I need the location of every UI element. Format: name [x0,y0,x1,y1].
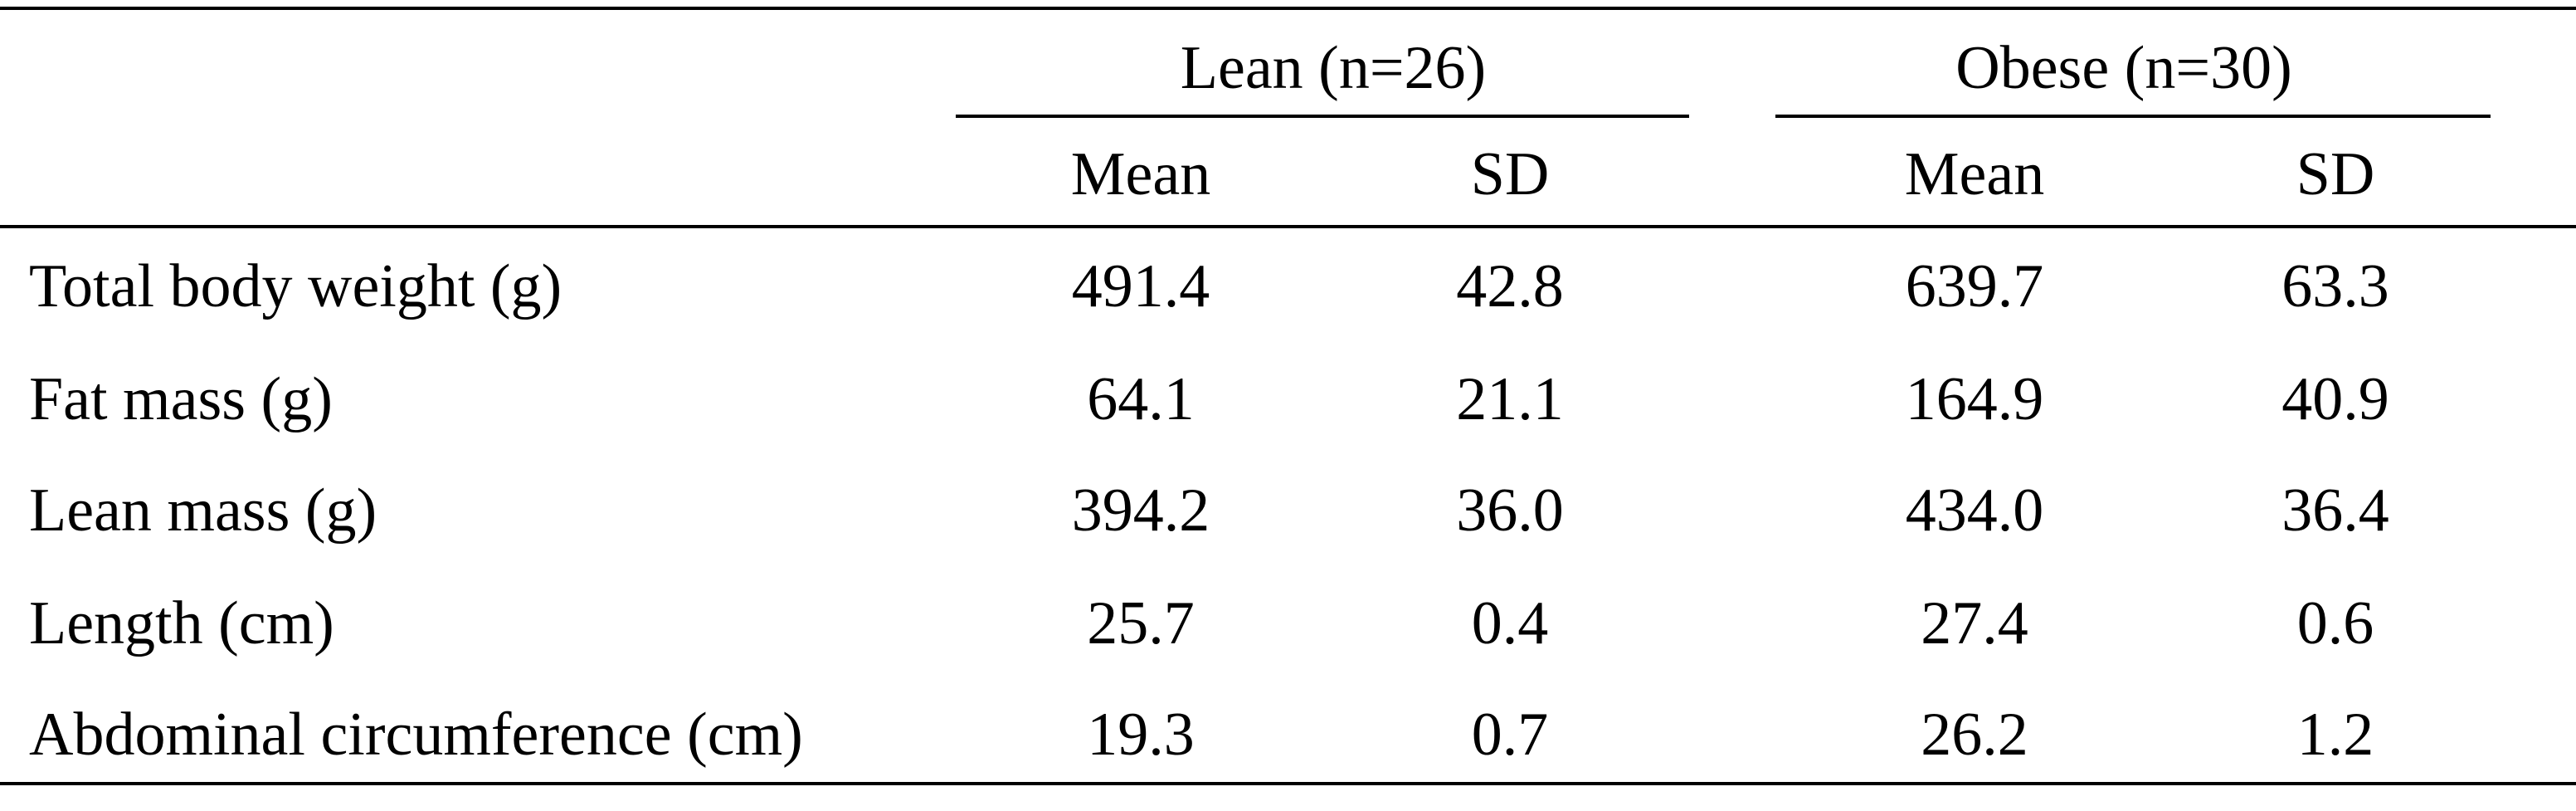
row-label: Fat mass (g) [29,365,333,433]
table-cell: 36.4 [2281,476,2389,545]
table-cell: 27.4 [1921,589,2028,657]
table-cell: 42.8 [1456,252,1564,320]
table-cell: 64.1 [1087,365,1195,433]
table-cell: 491.4 [1071,252,1210,320]
table-cell: 394.2 [1071,476,1210,545]
header-rule [0,225,2576,228]
table-cell: 0.6 [2296,589,2374,657]
row-label: Lean mass (g) [29,476,377,545]
lean-group-header: Lean (n=26) [1180,34,1487,102]
table-cell: 0.7 [1471,701,1549,769]
obese-group-rule [1775,115,2491,118]
column-header-sd: SD [1470,140,1550,208]
obese-group-header: Obese (n=30) [1955,34,2292,102]
table-cell: 36.0 [1456,476,1564,545]
table-cell: 1.2 [2296,701,2374,769]
table-cell: 63.3 [2281,252,2389,320]
row-label: Length (cm) [29,589,334,657]
table-cell: 0.4 [1471,589,1549,657]
bottom-rule [0,782,2576,785]
column-header-mean: Mean [1904,140,2045,208]
table-cell: 434.0 [1905,476,2044,545]
table-cell: 164.9 [1905,365,2044,433]
top-rule [0,7,2576,10]
row-label: Abdominal circumference (cm) [29,701,803,769]
row-label: Total body weight (g) [29,252,562,320]
table-cell: 639.7 [1905,252,2044,320]
lean-group-rule [956,115,1689,118]
table-cell: 25.7 [1087,589,1195,657]
table-cell: 19.3 [1087,701,1195,769]
table-cell: 40.9 [2281,365,2389,433]
table-cell: 21.1 [1456,365,1564,433]
table-cell: 26.2 [1921,701,2028,769]
column-header-mean: Mean [1070,140,1211,208]
column-header-sd: SD [2296,140,2375,208]
